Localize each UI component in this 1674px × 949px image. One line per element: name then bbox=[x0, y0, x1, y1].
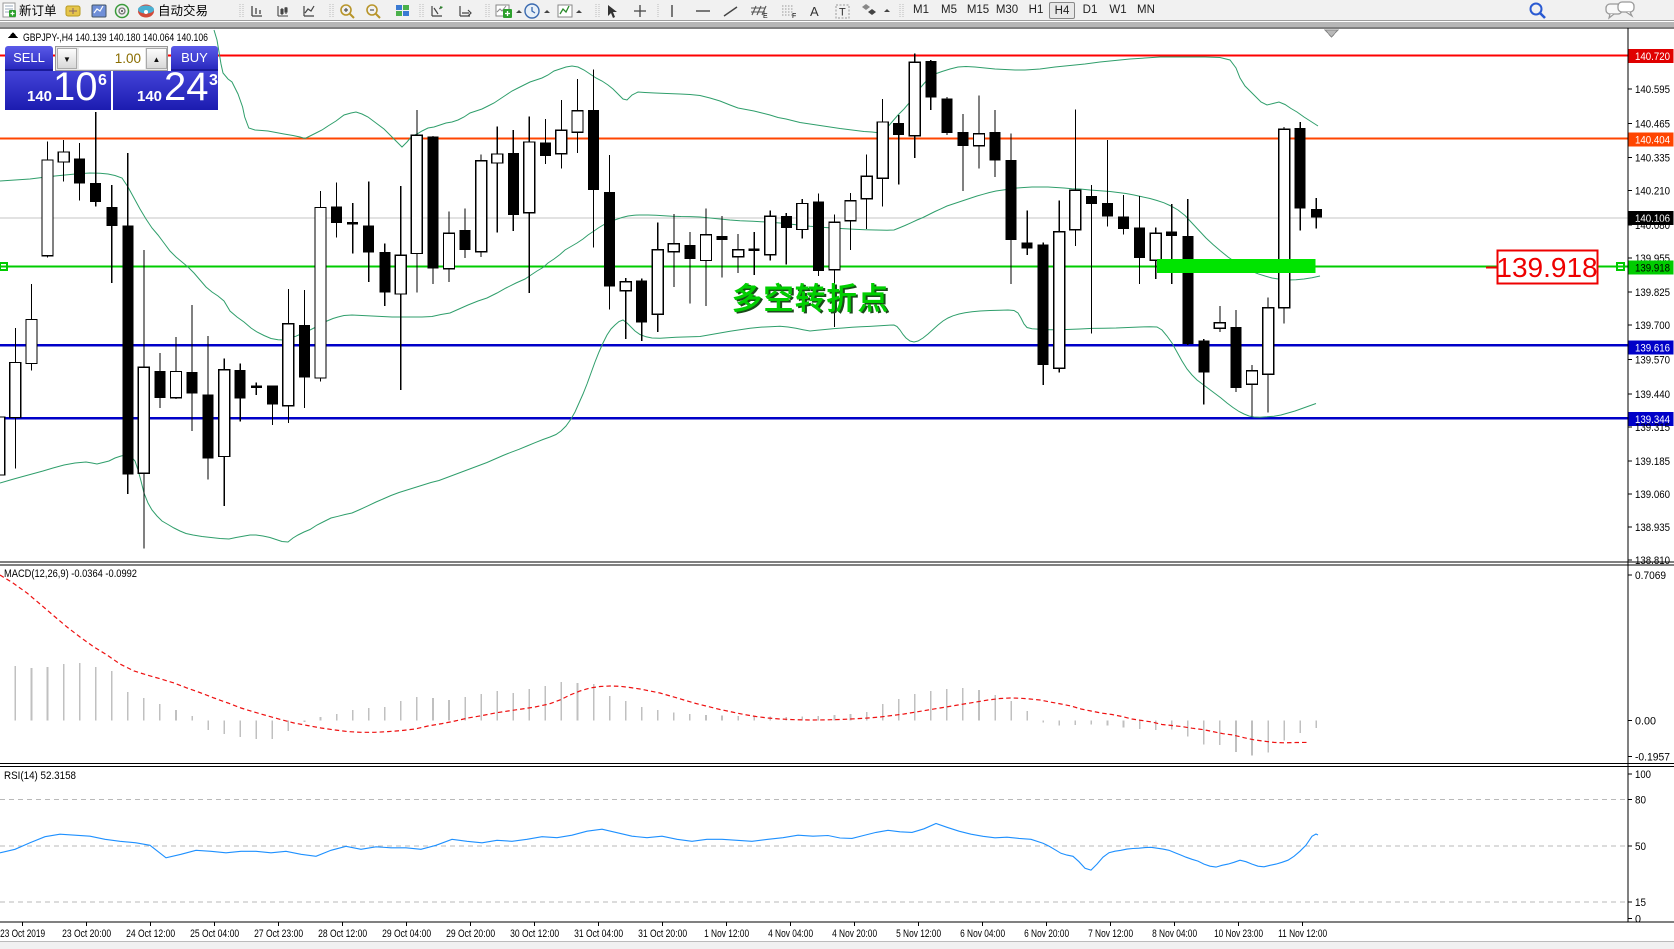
svg-text:139.315: 139.315 bbox=[1635, 422, 1670, 434]
svg-text:4 Nov 04:00: 4 Nov 04:00 bbox=[768, 928, 813, 940]
svg-text:-0.1957: -0.1957 bbox=[1635, 752, 1670, 764]
svg-text:1 Nov 12:00: 1 Nov 12:00 bbox=[704, 928, 749, 940]
svg-text:140.210: 140.210 bbox=[1635, 186, 1670, 198]
svg-text:140.404: 140.404 bbox=[1635, 134, 1670, 146]
svg-text:139.570: 139.570 bbox=[1635, 355, 1670, 367]
svg-text:140.720: 140.720 bbox=[1635, 51, 1670, 63]
svg-text:139.700: 139.700 bbox=[1635, 320, 1670, 332]
svg-text:10 Nov 23:00: 10 Nov 23:00 bbox=[1214, 928, 1263, 940]
svg-text:15: 15 bbox=[1635, 897, 1646, 909]
svg-text:140.106: 140.106 bbox=[1635, 213, 1670, 225]
svg-text:139.918: 139.918 bbox=[1496, 252, 1597, 283]
svg-text:GBPJPY-,H4 140.139 140.180 14: GBPJPY-,H4 140.139 140.180 140.064 140.1… bbox=[23, 32, 208, 44]
svg-text:多空转折点: 多空转折点 bbox=[734, 285, 892, 318]
svg-text:140.595: 140.595 bbox=[1635, 84, 1670, 96]
svg-text:新订单: 新订单 bbox=[19, 3, 57, 18]
svg-text:140.080: 140.080 bbox=[1635, 220, 1670, 232]
svg-text:6 Nov 04:00: 6 Nov 04:00 bbox=[960, 928, 1005, 940]
svg-text:23 Oct 20:00: 23 Oct 20:00 bbox=[62, 928, 111, 940]
svg-text:7 Nov 12:00: 7 Nov 12:00 bbox=[1088, 928, 1133, 940]
svg-text:139.616: 139.616 bbox=[1635, 342, 1670, 354]
svg-text:F: F bbox=[792, 13, 796, 20]
svg-text:11 Nov 12:00: 11 Nov 12:00 bbox=[1278, 928, 1327, 940]
svg-text:23 Oct 2019: 23 Oct 2019 bbox=[0, 928, 45, 940]
svg-text:140.335: 140.335 bbox=[1635, 153, 1670, 165]
svg-text:139.440: 139.440 bbox=[1635, 389, 1670, 401]
svg-text:138.810: 138.810 bbox=[1635, 555, 1670, 567]
svg-text:31 Oct 20:00: 31 Oct 20:00 bbox=[638, 928, 687, 940]
svg-text:80: 80 bbox=[1635, 794, 1646, 806]
svg-text:29 Oct 04:00: 29 Oct 04:00 bbox=[382, 928, 431, 940]
svg-text:30 Oct 12:00: 30 Oct 12:00 bbox=[510, 928, 559, 940]
svg-text:RSI(14) 52.3158: RSI(14) 52.3158 bbox=[4, 770, 76, 782]
svg-text:E: E bbox=[763, 13, 768, 20]
svg-text:100: 100 bbox=[1635, 769, 1651, 781]
svg-text:139.185: 139.185 bbox=[1635, 456, 1670, 468]
svg-text:138.935: 138.935 bbox=[1635, 522, 1670, 534]
svg-text:27 Oct 23:00: 27 Oct 23:00 bbox=[254, 928, 303, 940]
svg-text:多空转折点: 多空转折点 bbox=[732, 283, 890, 316]
svg-text:139.825: 139.825 bbox=[1635, 287, 1670, 299]
svg-text:139.918: 139.918 bbox=[1635, 263, 1670, 275]
svg-text:T: T bbox=[839, 7, 846, 19]
svg-text:50: 50 bbox=[1635, 841, 1646, 853]
svg-text:0.7069: 0.7069 bbox=[1635, 570, 1666, 582]
svg-text:139.344: 139.344 bbox=[1635, 414, 1670, 426]
svg-text:5 Nov 12:00: 5 Nov 12:00 bbox=[896, 928, 941, 940]
svg-text:A: A bbox=[810, 4, 819, 19]
svg-text:24 Oct 12:00: 24 Oct 12:00 bbox=[126, 928, 175, 940]
svg-text:0.00: 0.00 bbox=[1635, 715, 1656, 727]
svg-text:自动交易: 自动交易 bbox=[158, 3, 208, 18]
svg-text:31 Oct 04:00: 31 Oct 04:00 bbox=[574, 928, 623, 940]
svg-text:28 Oct 12:00: 28 Oct 12:00 bbox=[318, 928, 367, 940]
svg-text:6 Nov 20:00: 6 Nov 20:00 bbox=[1024, 928, 1069, 940]
svg-text:140.465: 140.465 bbox=[1635, 118, 1670, 130]
svg-text:139.060: 139.060 bbox=[1635, 489, 1670, 501]
svg-text:MACD(12,26,9) -0.0364 -0.0992: MACD(12,26,9) -0.0364 -0.0992 bbox=[4, 568, 137, 580]
svg-text:25 Oct 04:00: 25 Oct 04:00 bbox=[190, 928, 239, 940]
svg-text:29 Oct 20:00: 29 Oct 20:00 bbox=[446, 928, 495, 940]
svg-text:0: 0 bbox=[1635, 914, 1641, 926]
svg-text:4 Nov 20:00: 4 Nov 20:00 bbox=[832, 928, 877, 940]
svg-text:8 Nov 04:00: 8 Nov 04:00 bbox=[1152, 928, 1197, 940]
